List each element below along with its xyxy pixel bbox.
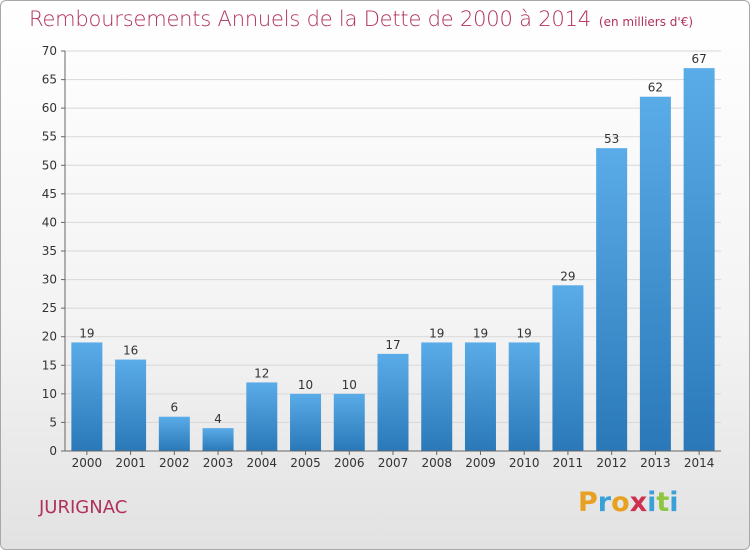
x-tick-label: 2008: [421, 456, 452, 470]
y-tick-label: 10: [42, 387, 57, 401]
y-tick-label: 5: [49, 415, 57, 429]
y-tick-label: 30: [42, 273, 57, 287]
data-label: 10: [298, 378, 313, 392]
logo-letter: P: [578, 487, 598, 518]
axis-layer: 0 5 10 15 20 25 30 35 40 45 50 55 60 65 70 2000 2001 2002…: [42, 44, 721, 470]
logo-letter: t: [656, 487, 670, 518]
bar: [290, 393, 322, 451]
bars-layer: [71, 68, 715, 452]
bar: [158, 416, 190, 451]
y-tick-label: 45: [42, 187, 57, 201]
x-tick-label: 2011: [553, 456, 584, 470]
labels-layer: 19 16 6 4 12 10 10 17 19 19 19 29 53 62 67: [79, 52, 707, 426]
data-label: 62: [648, 81, 663, 95]
logo-letter: i: [669, 487, 679, 518]
x-tick-label: 2014: [684, 456, 715, 470]
y-tick-label: 55: [42, 130, 57, 144]
bar: [464, 342, 496, 451]
bar: [683, 68, 715, 452]
bar: [115, 359, 147, 451]
bar: [333, 393, 365, 451]
x-tick-label: 2001: [115, 456, 146, 470]
data-label: 29: [560, 269, 575, 283]
bar: [552, 285, 584, 451]
y-tick-label: 70: [42, 44, 57, 58]
y-tick-label: 25: [42, 301, 57, 315]
y-tick-label: 40: [42, 215, 57, 229]
bar: [202, 428, 234, 451]
x-tick-label: 2000: [72, 456, 103, 470]
logo-letter: i: [647, 487, 657, 518]
bar: [596, 148, 628, 451]
y-tick-label: 15: [42, 358, 57, 372]
x-tick-label: 2004: [247, 456, 278, 470]
chart-title: Remboursements Annuels de la Dette de 20…: [29, 7, 591, 31]
bar: [246, 382, 278, 451]
data-label: 16: [123, 344, 138, 358]
x-tick-label: 2007: [378, 456, 409, 470]
commune-name: JURIGNAC: [39, 497, 128, 518]
bar: [421, 342, 453, 451]
data-label: 19: [517, 326, 532, 340]
x-tick-label: 2006: [334, 456, 365, 470]
bar: [377, 353, 409, 451]
data-label: 19: [473, 326, 488, 340]
data-label: 53: [604, 132, 619, 146]
y-tick-label: 20: [42, 330, 57, 344]
bar: [639, 96, 671, 451]
logo-letter: x: [629, 487, 648, 518]
data-label: 6: [171, 401, 179, 415]
x-tick-label: 2002: [159, 456, 190, 470]
x-tick-label: 2010: [509, 456, 540, 470]
y-tick-label: 35: [42, 244, 57, 258]
data-label: 12: [254, 366, 269, 380]
data-label: 19: [429, 326, 444, 340]
logo-letter: r: [597, 487, 612, 518]
x-tick-label: 2012: [596, 456, 627, 470]
chart-unit: (en milliers d'€): [598, 15, 694, 29]
proxiti-logo: Proxiti: [578, 487, 679, 518]
y-tick-label: 65: [42, 73, 57, 87]
x-tick-label: 2005: [290, 456, 321, 470]
bar: [71, 342, 103, 451]
x-tick-label: 2009: [465, 456, 496, 470]
x-tick-label: 2003: [203, 456, 234, 470]
y-tick-label: 60: [42, 101, 57, 115]
data-label: 17: [385, 338, 400, 352]
chart-title-block: Remboursements Annuels de la Dette de 20…: [29, 7, 693, 31]
y-tick-label: 0: [49, 444, 57, 458]
x-tick-label: 2013: [640, 456, 671, 470]
bar: [508, 342, 540, 451]
data-label: 19: [79, 326, 94, 340]
data-label: 10: [342, 378, 357, 392]
data-label: 4: [214, 412, 222, 426]
data-label: 67: [691, 52, 706, 66]
logo-letter: o: [611, 487, 630, 518]
y-tick-label: 50: [42, 158, 57, 172]
